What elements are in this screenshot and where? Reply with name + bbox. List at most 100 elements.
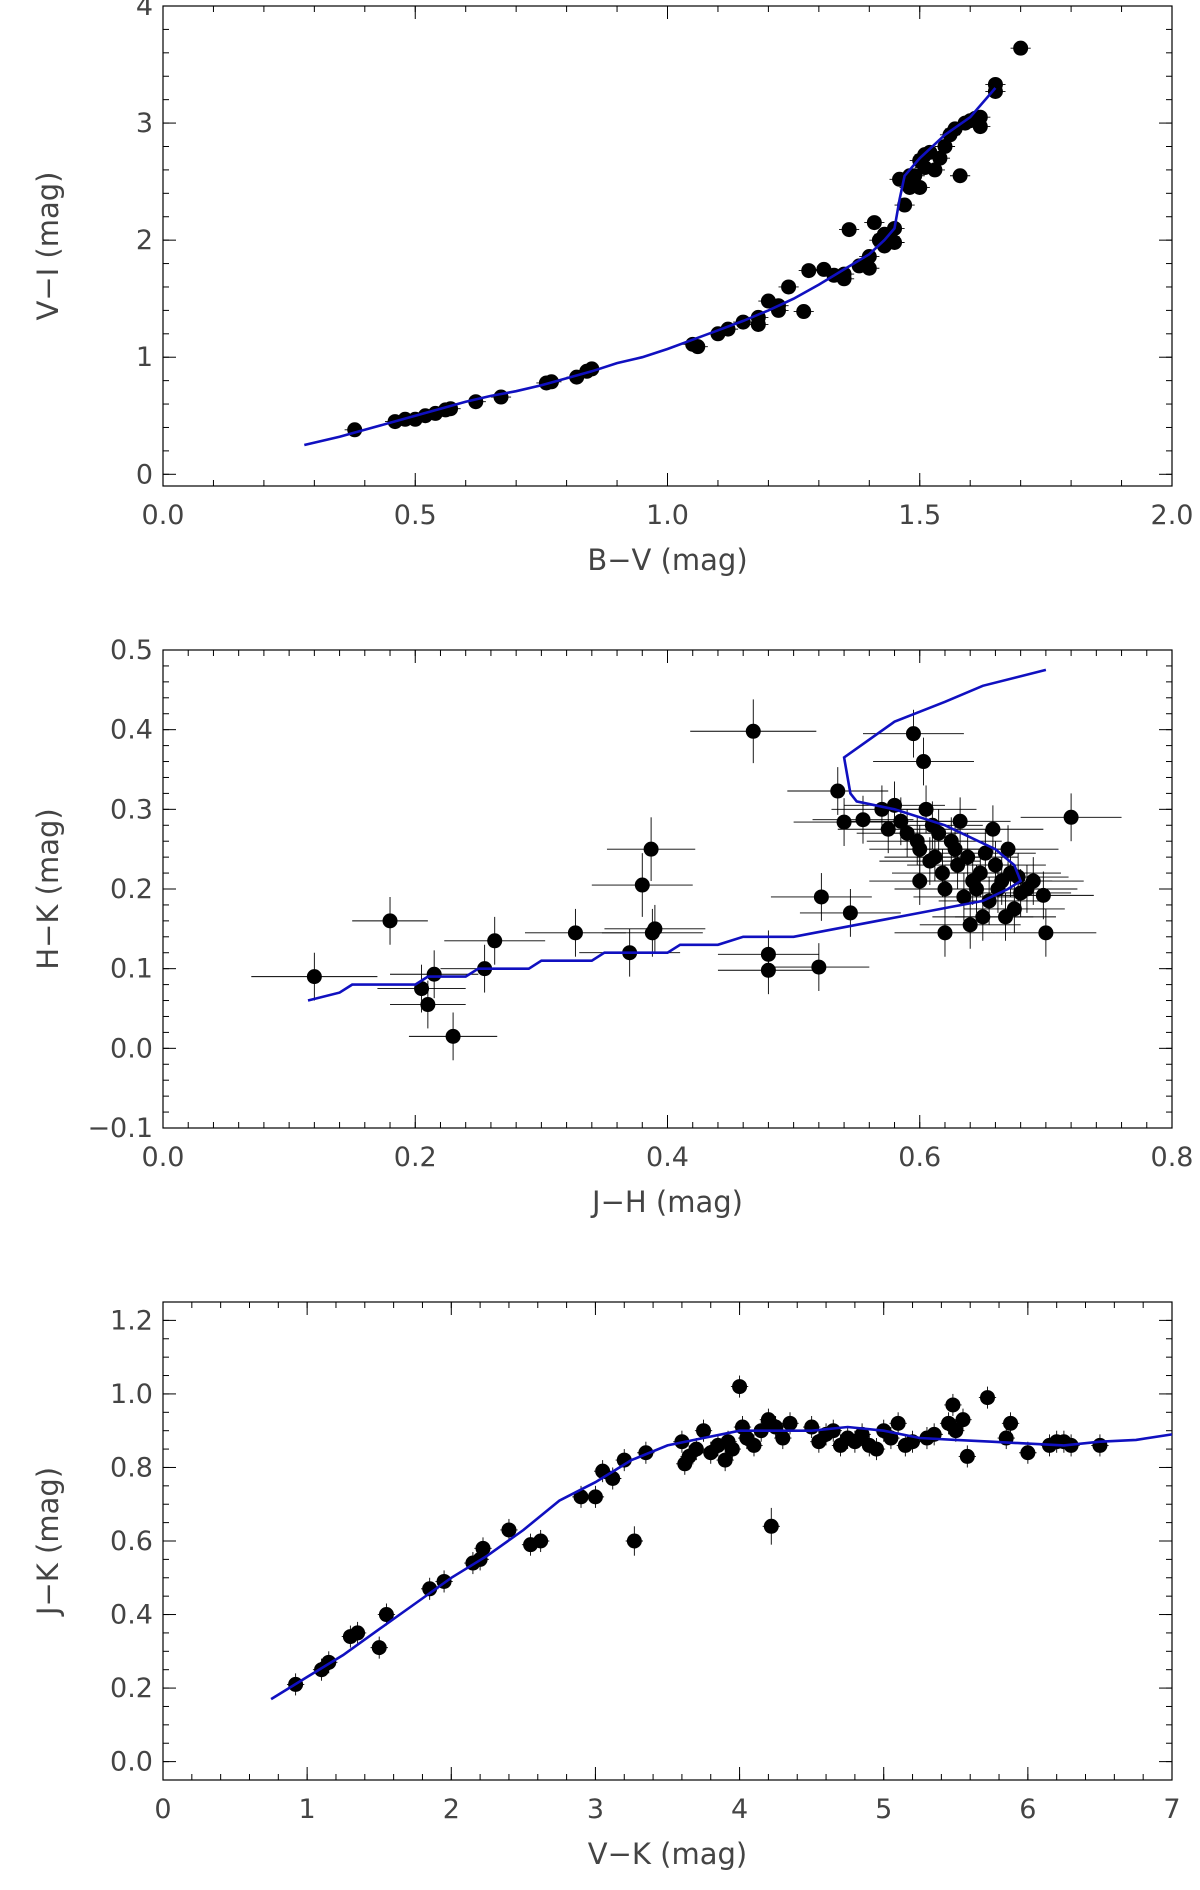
bv-vi-x-tick-label: 1.0 xyxy=(646,500,689,531)
vk-jk-plot-frame xyxy=(162,1301,1173,1781)
vk-jk-data-point xyxy=(475,1540,491,1556)
jh-hk-y-tick-label: 0.3 xyxy=(110,794,153,825)
bv-vi-y-tick-label: 2 xyxy=(136,225,153,256)
vk-jk-data-point xyxy=(696,1423,712,1439)
jh-hk-x-tick-label: 0.6 xyxy=(898,1142,941,1173)
bv-vi-data-point xyxy=(866,215,882,231)
vk-jk-data-point xyxy=(422,1581,438,1597)
vk-jk-data-point xyxy=(501,1522,517,1538)
jh-hk-data-point xyxy=(880,821,896,837)
jh-hk-data-point xyxy=(1063,809,1079,825)
bv-vi-x-tick-label: 0.5 xyxy=(394,500,437,531)
jh-hk-y-tick-label: 0.5 xyxy=(110,635,153,666)
jh-hk-data-point xyxy=(836,814,852,830)
jh-hk-data-point xyxy=(420,997,436,1013)
vk-jk-data-point xyxy=(854,1426,870,1442)
bv-vi-data-point xyxy=(796,304,812,320)
vk-jk-data-point xyxy=(945,1397,961,1413)
bv-vi-x-axis-title: B−V (mag) xyxy=(587,543,747,577)
bv-vi-data-point xyxy=(887,234,903,250)
bv-vi-data-point xyxy=(932,150,948,166)
panel-jh-hk: 0.0 0.2 0.4 0.6 0.8−0.10.00.10.20.30.40.5J−H… xyxy=(31,635,1193,1219)
jh-hk-data-point xyxy=(830,783,846,799)
bv-vi-data-point xyxy=(912,179,928,195)
vk-jk-x-tick-label: 5 xyxy=(875,1794,892,1825)
jh-hk-data-point xyxy=(916,754,932,770)
jh-hk-data-point xyxy=(382,913,398,929)
vk-jk-y-tick-label: 0.8 xyxy=(110,1452,153,1483)
jh-hk-y-tick-label: 0.4 xyxy=(110,715,153,746)
vk-jk-data-point xyxy=(825,1423,841,1439)
vk-jk-y-axis-title: J−K (mag) xyxy=(31,1467,65,1617)
bv-vi-y-tick-label: 4 xyxy=(136,0,153,22)
jh-hk-data-point xyxy=(931,825,947,841)
bv-vi-model-sequence-line xyxy=(304,87,997,447)
bv-vi-data-point xyxy=(1013,40,1029,56)
jh-hk-x-tick-label: 0.2 xyxy=(394,1142,437,1173)
vk-jk-data-point xyxy=(979,1390,995,1406)
bv-vi-data-point xyxy=(952,168,968,184)
bv-vi-data-point xyxy=(907,168,923,184)
vk-jk-x-tick-label: 1 xyxy=(299,1794,316,1825)
jh-hk-data-point xyxy=(567,925,583,941)
jh-hk-data-point xyxy=(1006,901,1022,917)
panel-bv-vi: 0.0 0.5 1.0 1.5 2.0 0 1 2 3 4 B−V (mag) V−I (mag) xyxy=(31,0,1193,577)
jh-hk-data-point xyxy=(918,801,934,817)
jh-hk-y-tick-label: 0.1 xyxy=(110,954,153,985)
jh-hk-data-point xyxy=(952,813,968,829)
vk-jk-data-point xyxy=(587,1489,603,1505)
vk-jk-x-tick-label: 2 xyxy=(443,1794,460,1825)
bv-vi-data-point xyxy=(841,222,857,238)
vk-jk-data-point xyxy=(959,1448,975,1464)
bv-vi-data-point xyxy=(861,260,877,276)
jh-hk-x-axis-title: J−H (mag) xyxy=(590,1185,743,1219)
vk-jk-data-point xyxy=(371,1640,387,1656)
bv-vi-data-point xyxy=(801,263,817,279)
vk-jk-x-axis-title: V−K (mag) xyxy=(588,1837,747,1871)
jh-hk-data-point xyxy=(1000,841,1016,857)
jh-hk-data-point xyxy=(985,821,1001,837)
jh-hk-data-point xyxy=(937,925,953,941)
jh-hk-x-tick-label: 0.4 xyxy=(646,1142,689,1173)
jh-hk-data-point xyxy=(842,905,858,921)
jh-hk-data-point xyxy=(855,812,871,828)
jh-hk-model-sequence-line xyxy=(307,668,1047,1002)
jh-hk-data-point xyxy=(487,933,503,949)
bv-vi-y-tick-label: 1 xyxy=(136,342,153,373)
jh-hk-data-point xyxy=(1038,925,1054,941)
jh-hk-data-point xyxy=(1025,873,1041,889)
vk-jk-data-point xyxy=(724,1441,740,1457)
jh-hk-y-tick-label: 0.0 xyxy=(110,1033,153,1064)
jh-hk-data-point xyxy=(813,889,829,905)
vk-jk-data-point xyxy=(350,1625,366,1641)
bv-vi-data-point xyxy=(927,162,943,178)
vk-jk-data-point xyxy=(948,1423,964,1439)
bv-vi-data-point xyxy=(897,197,913,213)
vk-jk-data-point xyxy=(763,1518,779,1534)
vk-jk-x-tick-label: 6 xyxy=(1019,1794,1036,1825)
vk-jk-data-point xyxy=(775,1430,791,1446)
vk-jk-x-tick-label: 7 xyxy=(1163,1794,1180,1825)
bv-vi-data-point xyxy=(690,339,706,355)
vk-jk-data-point xyxy=(782,1415,798,1431)
vk-jk-model-sequence-line xyxy=(270,1425,1173,1701)
jh-hk-x-tick-label: 0.0 xyxy=(142,1142,185,1173)
vk-jk-y-tick-label: 0.6 xyxy=(110,1526,153,1557)
jh-hk-data-point xyxy=(426,966,442,982)
vk-jk-data-point xyxy=(890,1415,906,1431)
jh-hk-data-point xyxy=(634,877,650,893)
vk-jk-data-point xyxy=(626,1533,642,1549)
vk-jk-data-point xyxy=(732,1379,748,1395)
bv-vi-data-point xyxy=(861,249,877,265)
vk-jk-y-tick-label: 1.2 xyxy=(110,1305,153,1336)
jh-hk-data-point xyxy=(445,1028,461,1044)
vk-jk-x-tick-label: 4 xyxy=(731,1794,748,1825)
bv-vi-data-point xyxy=(750,316,766,332)
jh-hk-y-tick-label: 0.2 xyxy=(110,874,153,905)
bv-vi-data-point xyxy=(972,109,988,125)
vk-jk-y-tick-label: 0.0 xyxy=(110,1747,153,1778)
bv-vi-data-point xyxy=(781,279,797,295)
bv-vi-y-tick-label: 0 xyxy=(136,459,153,490)
vk-jk-data-point xyxy=(573,1489,589,1505)
